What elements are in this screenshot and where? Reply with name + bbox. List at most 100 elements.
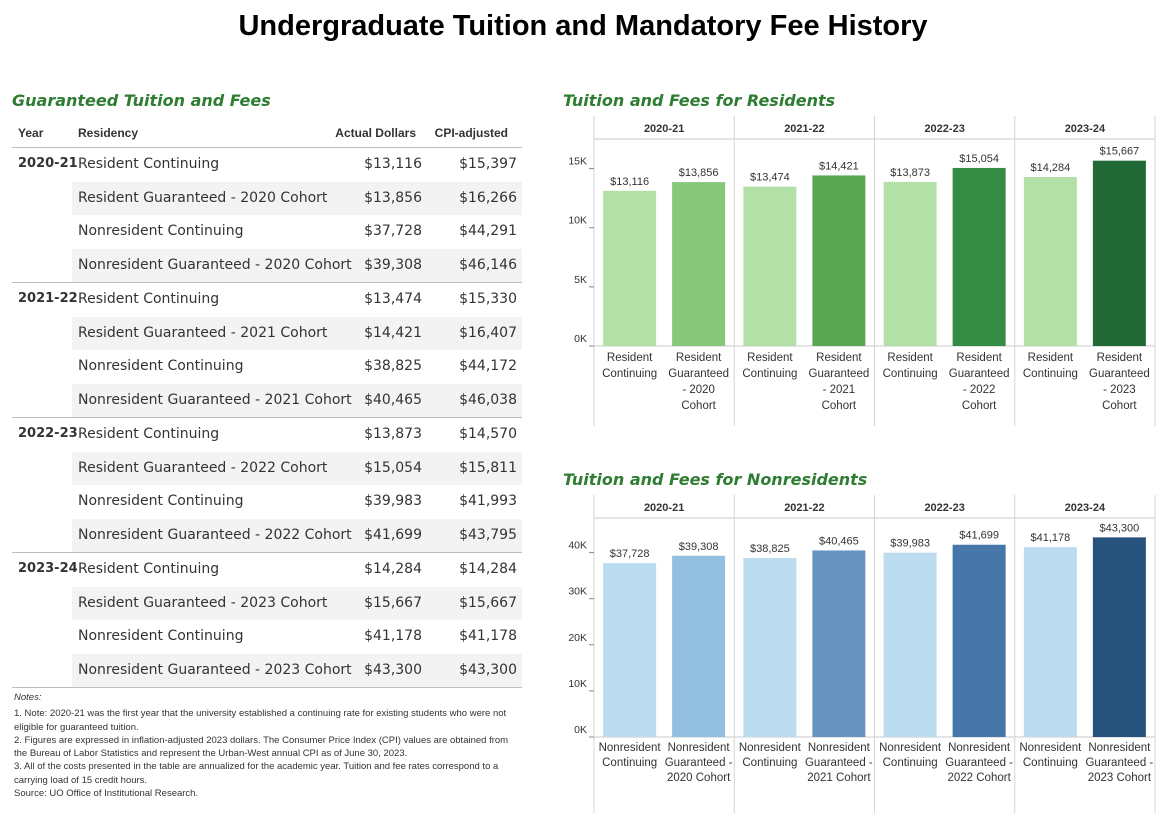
residency-cell: Nonresident Guaranteed - 2021 Cohort [78,391,352,408]
year-group: 2023-24 Resident Continuing $14,284 $14,284… [12,553,522,688]
panel-header-2022-23: 2022-23 [924,123,964,135]
bar [812,550,866,737]
page-title: Undergraduate Tuition and Mandatory Fee … [238,10,928,42]
table-row: Resident Continuing $13,474 $15,330 [12,283,522,317]
data-label: $15,667 [1099,146,1139,158]
actual-dollars-cell: $13,474 [364,291,422,307]
residency-cell: Nonresident Continuing [78,358,244,374]
category-label: 2021 Cohort [807,772,871,784]
actual-dollars-cell: $13,873 [364,426,422,442]
category-label: Nonresident [739,742,802,754]
y-tick-label: 20K [568,632,587,644]
cpi-adjusted-cell: $46,146 [459,256,517,273]
note-line: 2. Figures are expressed in inflation-ad… [14,734,509,760]
year-group: 2022-23 Resident Continuing $13,873 $14,570… [12,418,522,553]
category-label: Guaranteed - [665,757,733,769]
category-label: Guaranteed - [945,757,1013,769]
residency-cell: Nonresident Continuing [78,628,244,644]
data-label: $39,983 [890,538,930,550]
bar [1023,547,1077,737]
cpi-adjusted-cell: $44,172 [459,358,517,374]
cpi-adjusted-cell: $14,570 [459,426,517,442]
bar [952,167,1006,346]
actual-dollars-cell: $41,699 [364,526,422,543]
data-label: $37,728 [610,548,650,560]
cpi-adjusted-cell: $44,291 [459,223,517,239]
category-label: Resident [1028,352,1074,364]
note-line: 3. All of the costs presented in the tab… [14,761,499,786]
panel-header-2020-21: 2020-21 [644,123,684,135]
residency-cell: Resident Guaranteed - 2023 Cohort [78,594,328,611]
data-label: $13,474 [750,172,790,184]
nonresidents-chart-title: Tuition and Fees for Nonresidents [563,470,868,489]
note-source: Source: UO Office of Institutional Resea… [14,788,199,800]
header-residency: Residency [78,126,139,140]
bar [743,186,797,346]
actual-dollars-cell: $13,856 [364,189,422,206]
table-title: Guaranteed Tuition and Fees [12,91,271,110]
actual-dollars-cell: $15,054 [364,459,422,476]
category-label: Resident [607,352,653,364]
table-row: Nonresident Continuing $41,178 $41,178 [12,620,522,654]
table-row: Resident Guaranteed - 2022 Cohort $15,054… [12,451,522,486]
actual-dollars-cell: $40,465 [364,391,422,408]
category-label: Guaranteed [668,368,729,380]
year-label: 2021-22 [18,291,78,306]
y-tick-label: 10K [568,678,587,690]
actual-dollars-cell: $15,667 [364,594,422,611]
note-line: 1. Note: 2020-21 was the first year that… [14,708,507,733]
table-row: Resident Guaranteed - 2023 Cohort $15,667… [12,586,522,621]
table-row: Resident Continuing $13,873 $14,570 [12,418,522,452]
category-label: Guaranteed [949,368,1010,380]
data-label: $13,116 [610,176,649,188]
bar [883,552,937,737]
data-label: $13,873 [890,167,930,179]
year-label: 2023-24 [18,561,78,576]
bar [812,175,866,346]
table-row: Resident Continuing $14,284 $14,284 [12,553,522,587]
actual-dollars-cell: $13,116 [364,156,422,172]
y-tick-label: 5K [574,274,587,286]
residency-cell: Nonresident Guaranteed - 2022 Cohort [78,526,352,543]
cpi-adjusted-cell: $15,811 [459,459,517,476]
category-label: Cohort [681,400,716,412]
category-label: Continuing [742,368,797,380]
category-label: Nonresident [948,742,1011,754]
category-label: Resident [747,352,793,364]
category-label: Guaranteed [1089,368,1150,380]
category-label: Resident [1097,352,1143,364]
table-row: Nonresident Guaranteed - 2020 Cohort $39,… [12,248,522,283]
category-label: Continuing [883,368,938,380]
category-label: Cohort [822,400,857,412]
residency-cell: Nonresident Guaranteed - 2023 Cohort [78,661,352,678]
y-tick-label: 40K [568,540,587,552]
bar [603,190,657,346]
data-label: $38,825 [750,543,790,555]
y-tick-label: 10K [568,215,587,227]
panel-header-2021-22: 2021-22 [784,123,824,135]
category-label: Continuing [602,757,657,769]
category-label: - 2023 [1103,384,1136,396]
residency-cell: Resident Guaranteed - 2020 Cohort [78,189,328,206]
notes: Notes: 1. Note: 2020-21 was the first ye… [14,691,519,800]
category-label: - 2021 [823,384,856,396]
bar [603,563,657,737]
table-row: Nonresident Guaranteed - 2023 Cohort $43,… [12,653,522,688]
category-label: Nonresident [879,742,942,754]
table-row: Resident Continuing $13,116 $15,397 [12,148,522,182]
year-group: 2020-21 Resident Continuing $13,116 $15,397… [12,148,522,283]
panel-header-2021-22: 2021-22 [784,502,824,514]
data-label: $14,421 [819,160,859,172]
actual-dollars-cell: $37,728 [364,223,422,239]
residency-cell: Resident Continuing [78,561,220,577]
category-label: Continuing [1023,757,1078,769]
category-label: Nonresident [599,742,662,754]
panel-header-2023-24: 2023-24 [1065,123,1106,135]
cpi-adjusted-cell: $16,266 [459,189,517,206]
category-label: 2020 Cohort [667,772,731,784]
cpi-adjusted-cell: $15,397 [459,156,517,172]
data-label: $39,308 [679,541,719,553]
residency-cell: Nonresident Continuing [78,493,244,509]
residency-cell: Resident Continuing [78,426,220,442]
actual-dollars-cell: $39,308 [364,256,422,273]
